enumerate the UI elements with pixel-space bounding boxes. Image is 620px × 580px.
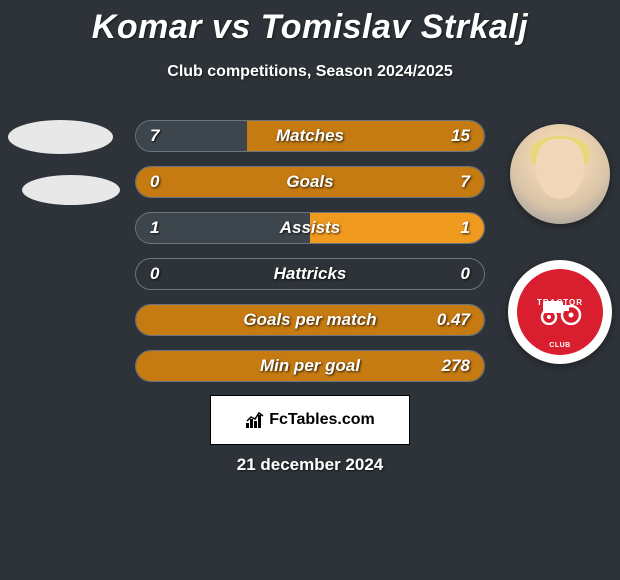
stat-row: Goals07 bbox=[0, 166, 620, 212]
footer-brand-badge[interactable]: FcTables.com bbox=[210, 395, 410, 445]
stat-row: Assists11 bbox=[0, 212, 620, 258]
stat-bar-left bbox=[136, 121, 247, 151]
stat-bar-right bbox=[136, 167, 484, 197]
stat-row: Goals per match0.47 bbox=[0, 304, 620, 350]
page-title: Komar vs Tomislav Strkalj bbox=[0, 0, 620, 47]
date-text: 21 december 2024 bbox=[0, 455, 620, 475]
stat-bar-left bbox=[136, 213, 310, 243]
stat-row: Min per goal278 bbox=[0, 350, 620, 396]
stats-area: Matches715Goals07Assists11Hattricks00Goa… bbox=[0, 120, 620, 396]
stat-bar-track bbox=[135, 258, 485, 290]
stat-bar-track bbox=[135, 166, 485, 198]
stat-bar-track bbox=[135, 120, 485, 152]
stat-row: Hattricks00 bbox=[0, 258, 620, 304]
stat-bar-right bbox=[136, 305, 484, 335]
subtitle: Club competitions, Season 2024/2025 bbox=[0, 63, 620, 81]
stat-bar-track bbox=[135, 304, 485, 336]
stat-bar-right bbox=[136, 351, 484, 381]
stat-bar-track bbox=[135, 350, 485, 382]
stat-bar-right bbox=[247, 121, 484, 151]
stat-bar-right bbox=[310, 213, 484, 243]
footer-brand-text: FcTables.com bbox=[269, 411, 375, 429]
stat-row: Matches715 bbox=[0, 120, 620, 166]
stat-bar-track bbox=[135, 212, 485, 244]
fctables-icon bbox=[245, 411, 265, 429]
